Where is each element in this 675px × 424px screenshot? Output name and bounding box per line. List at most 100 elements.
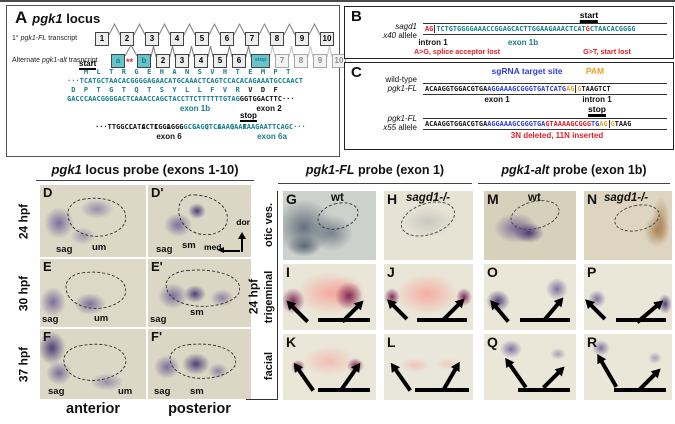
dorsal-arrow-icon <box>238 232 245 252</box>
protein-line-3: L A I L G G Q G Q R stop <box>128 111 257 131</box>
panel-letter: R <box>587 334 598 350</box>
protein-line-2: D P T G T Q T S Y L L F V R V D F <box>67 86 278 94</box>
exon-2-label: exon 2 <box>256 104 282 113</box>
panel-letter: J <box>387 264 395 280</box>
panel-letter: N <box>587 191 598 207</box>
sag-label: sag <box>56 244 73 255</box>
stain-blob <box>210 289 234 307</box>
annotation-arrow <box>541 370 561 389</box>
panel-a-letter: A <box>15 8 28 27</box>
wildtype-allele-name: wild-type pgk1-FL <box>385 75 417 93</box>
stain-blob <box>74 293 106 315</box>
micrograph-panel-o: O <box>484 264 576 330</box>
intron-1-label: intron 1 <box>582 95 612 104</box>
row-label-divider <box>277 191 279 400</box>
micrograph-panel-f-prime: F' sag sm <box>148 329 251 399</box>
panel-letter: E <box>43 259 52 274</box>
stain-blob <box>182 353 210 375</box>
genotype-label: sagd1-/- <box>406 192 451 204</box>
anterior-label: anterior <box>66 401 120 417</box>
exon-box-faded: 9 <box>313 54 327 68</box>
time-label-37hpf: 37 hpf <box>16 346 31 383</box>
genotype-label: wt <box>331 192 344 204</box>
stain-blob <box>287 235 321 257</box>
start-codon-label: start <box>79 59 97 70</box>
stain-blob <box>402 207 454 237</box>
panel-letter: F' <box>151 329 163 344</box>
exon-box-faded: 7 <box>275 54 289 68</box>
fl-transcript-label: 1° pgk1-FL transcript <box>12 35 78 42</box>
stain-blob <box>70 227 96 245</box>
stain-blob <box>40 287 66 317</box>
dashed-outline <box>168 340 238 382</box>
dna-line-2: GACCCAACGGGGACTCAAACCAGCTACCTTCTTTTTTGTA… <box>67 95 295 103</box>
panel-b-letter: B <box>351 8 362 25</box>
genotype-label: wt <box>528 192 541 204</box>
mutant-allele-name: pgk1-FL x55 allele <box>383 114 417 132</box>
sm-label: sm <box>182 240 196 251</box>
scale-bar <box>518 387 570 392</box>
micrograph-panel-e-prime: E' sag sm <box>148 259 251 327</box>
pam-label: PAM <box>585 66 605 76</box>
scale-bar <box>415 387 469 392</box>
alt-probe-header: pgk1-alt probe (exon 1b) <box>501 163 647 177</box>
micrograph-panel-q: Q <box>484 334 576 400</box>
exon-6a-label: exon 6a <box>257 132 287 141</box>
panel-letter: D' <box>151 185 164 200</box>
panel-b: B sagd1 x40 allele start AG TCTGTGGGGAAAC… <box>344 6 674 59</box>
row-label-divider-corner <box>246 399 278 401</box>
sgrna-target-label: sgRNA target site <box>491 66 563 76</box>
um-label: um <box>92 242 107 253</box>
exon-box-faded: 10 <box>332 54 346 68</box>
panel-c: C sgRNA target site PAM wild-type pgk1-F… <box>344 62 674 150</box>
row-label-trigeminal: trigeminal <box>263 270 275 324</box>
mutation-gap: ** <box>125 42 137 68</box>
fl-transcript-track: 1 2 3 4 5 6 7 8 9 10 <box>95 18 334 46</box>
medial-label: med <box>204 242 222 252</box>
exon-box: 5 <box>195 32 209 46</box>
stop-codon-label: stop <box>240 111 257 122</box>
mutation-marks: ** <box>126 57 134 67</box>
um-label: um <box>94 313 109 324</box>
micrograph-panel-l: L <box>384 334 473 400</box>
panel-letter: P <box>587 264 597 280</box>
exon-1-label: exon 1 <box>484 95 510 104</box>
exon-box: 2 <box>156 54 170 68</box>
sag-label: sag <box>154 386 171 397</box>
header-underline <box>278 183 472 185</box>
stain-blob <box>648 352 662 364</box>
micrograph-panel-m: M wt <box>484 191 576 260</box>
micrograph-panel-g: G wt <box>283 191 376 260</box>
panel-letter: Q <box>487 334 498 350</box>
exon-labels-row-2: exon 6 exon 6a <box>67 132 335 142</box>
micrograph-panel-p: P <box>584 264 672 330</box>
panel-a-title: A pgk1 locus <box>15 9 100 26</box>
panel-letter: D <box>43 185 53 200</box>
alt-transcript-track: a ** b 2 3 4 5 6 stop 7 8 9 10 <box>111 40 346 68</box>
medial-arrow-icon <box>217 247 240 253</box>
exon-1b-label: exon 1b <box>507 38 539 47</box>
stain-blob <box>40 331 66 365</box>
micrograph-panel-j: J <box>384 264 473 330</box>
exon-box: 6 <box>232 54 246 68</box>
annotation-arrow <box>599 359 619 388</box>
mutant-sequence: ACAAGGTGGACGTGAAGGAAAGCGGGTGAGTAAAAGCGGG… <box>423 118 667 130</box>
scale-bar <box>318 317 370 322</box>
sm-label: sm <box>190 386 204 397</box>
exon-box: 5 <box>213 54 227 68</box>
exon-labels-row-1: exon 1b exon 2 <box>67 104 335 114</box>
intron-1-label: intron 1 <box>418 38 448 47</box>
sequence-block: start M L T R G E H A N S V H T E M P T … <box>67 60 335 142</box>
sag-label: sag <box>150 314 167 325</box>
micrograph-panel-k: K <box>283 334 376 400</box>
panel-c-letter: C <box>351 64 362 81</box>
stain-blob <box>592 340 610 356</box>
allele-name: sagd1 x40 allele <box>383 22 417 40</box>
exon-box-faded: 8 <box>294 54 308 68</box>
exon-box: 6 <box>220 32 234 46</box>
panel-letter: I <box>286 264 290 280</box>
stain-blob <box>188 203 206 219</box>
stop-label: stop <box>588 105 606 117</box>
time-label-24hpf-right: 24 hpf <box>246 278 261 315</box>
